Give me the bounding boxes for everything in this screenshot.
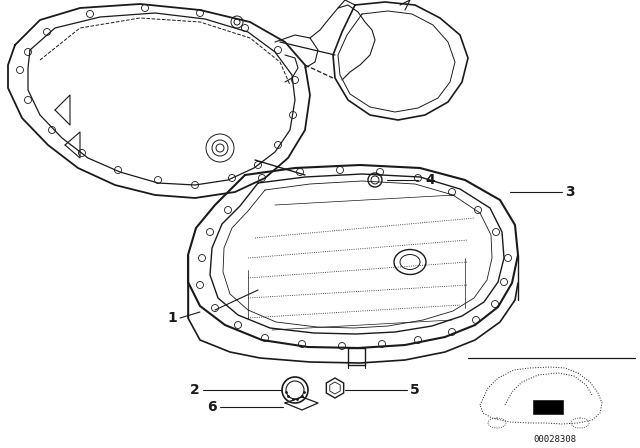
- Text: 00028308: 00028308: [534, 435, 577, 444]
- Text: 2: 2: [190, 383, 200, 397]
- Polygon shape: [326, 378, 344, 398]
- Bar: [468, 358, 634, 443]
- Text: 6: 6: [207, 400, 217, 414]
- Text: 3: 3: [565, 185, 575, 199]
- Polygon shape: [330, 382, 340, 394]
- Text: 5: 5: [410, 383, 420, 397]
- Text: 1: 1: [167, 311, 177, 325]
- Bar: [533, 400, 563, 414]
- Text: 4: 4: [425, 173, 435, 187]
